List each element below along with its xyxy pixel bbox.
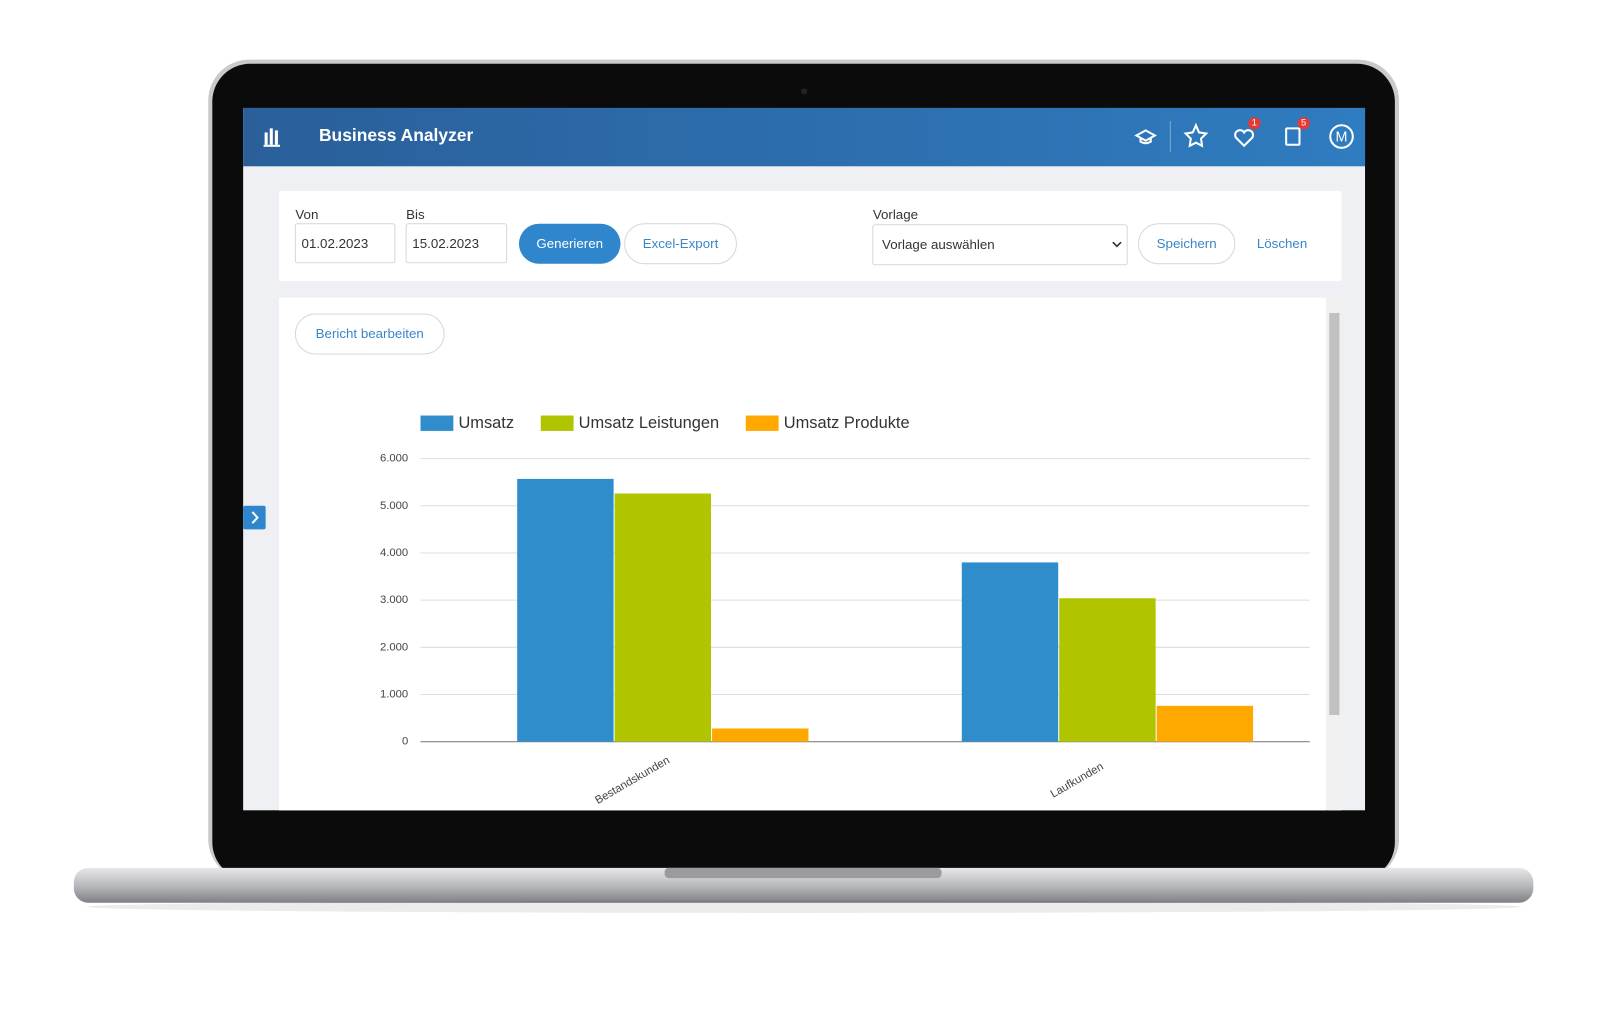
report-panel	[278, 297, 1327, 811]
shadow	[86, 900, 1523, 913]
legend-label: Umsatz	[458, 414, 514, 432]
bar	[961, 562, 1059, 742]
legend-swatch	[745, 415, 779, 431]
legend-label: Umsatz Produkte	[784, 414, 910, 432]
icon-tasks[interactable]	[1285, 127, 1301, 146]
app-title: Business Analyzer	[319, 125, 473, 145]
select-arrow	[1112, 241, 1122, 248]
y-tick-label: 3.000	[380, 594, 408, 606]
badge	[1248, 117, 1261, 130]
field-label: Von	[295, 207, 318, 222]
header	[243, 107, 1366, 167]
notch	[664, 867, 942, 879]
field-label: Vorlage	[873, 207, 918, 222]
camera	[801, 88, 808, 95]
y-tick-label: 6.000	[380, 453, 408, 465]
export-button[interactable]	[624, 223, 737, 265]
save-button[interactable]	[1137, 223, 1236, 265]
screen: Business Analyzer 1 5 M Von 01.02.2023 B…	[243, 107, 1366, 811]
generate-button[interactable]	[518, 223, 621, 264]
bar	[1059, 598, 1156, 742]
date-value: 01.02.2023	[302, 236, 369, 251]
badge-count: 5	[1301, 118, 1306, 128]
icon-favorites[interactable]	[1183, 122, 1209, 148]
date-input[interactable]	[294, 223, 396, 264]
icon-academy[interactable]	[1134, 129, 1157, 145]
avatar[interactable]	[1329, 124, 1354, 149]
button-label: Generieren	[536, 236, 603, 251]
toggle-arrow	[251, 511, 259, 524]
date-input[interactable]	[405, 223, 508, 264]
button-label: Bericht bearbeiten	[316, 326, 424, 341]
delete-button[interactable]: Löschen	[1257, 236, 1307, 251]
edit-report-button[interactable]	[294, 313, 445, 355]
app-logo	[263, 128, 280, 147]
y-tick-label: 4.000	[380, 547, 408, 559]
legend-swatch	[540, 415, 574, 431]
y-tick-label: 5.000	[380, 500, 408, 512]
bar	[1156, 705, 1254, 742]
icon-health[interactable]	[1234, 129, 1255, 148]
badge-count: 1	[1252, 118, 1257, 128]
bar	[517, 478, 614, 742]
field-label: Bis	[406, 207, 425, 222]
date-value: 15.02.2023	[412, 236, 479, 251]
button-label: Speichern	[1157, 236, 1217, 251]
laptop-base	[73, 867, 1534, 903]
scrollbar-thumb[interactable]	[1329, 312, 1340, 716]
bar	[712, 728, 809, 742]
button-label: Excel-Export	[643, 236, 719, 251]
chart: 0 1.000 2.000 3.000 4.000 5.000 6.000 Umsatz Ums…	[380, 414, 1310, 807]
legend-swatch	[420, 415, 454, 431]
badge	[1297, 117, 1310, 130]
sidebar-toggle[interactable]	[243, 505, 266, 530]
avatar-initial: M	[1336, 129, 1348, 145]
y-tick-label: 2.000	[380, 641, 408, 653]
select-value: Vorlage auswählen	[882, 237, 995, 252]
y-tick-label: 0	[402, 736, 408, 748]
y-tick-label: 1.000	[380, 688, 408, 700]
template-select[interactable]	[872, 224, 1128, 266]
legend-label: Umsatz Leistungen	[579, 414, 719, 432]
bar	[614, 493, 712, 742]
